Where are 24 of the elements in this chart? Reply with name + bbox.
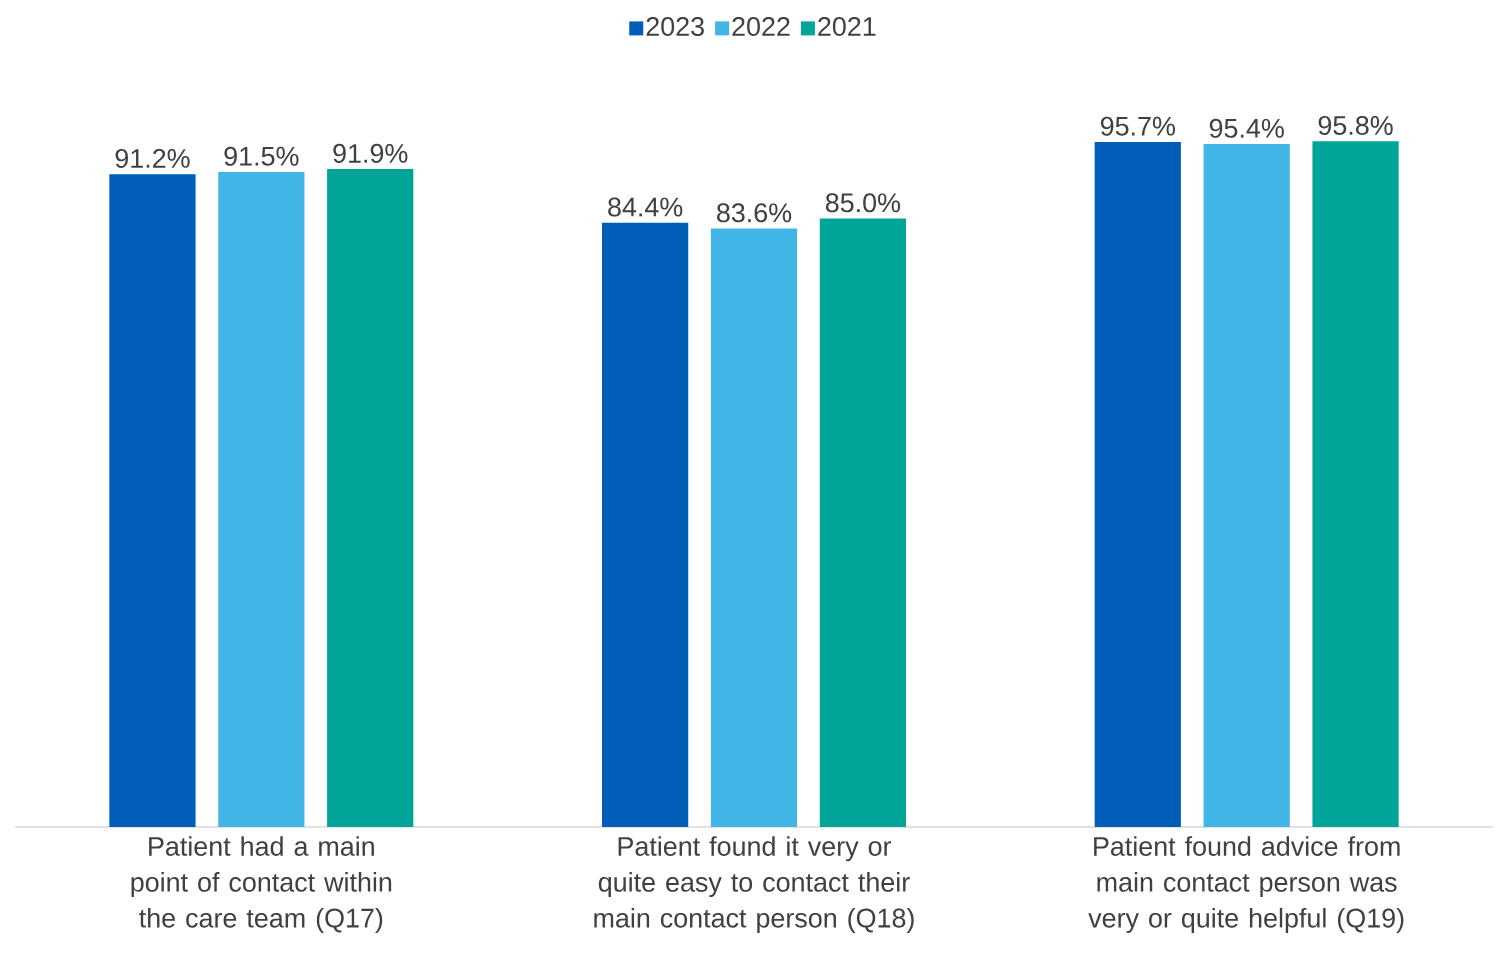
data-label: 91.5% <box>224 146 299 166</box>
bar <box>710 228 798 827</box>
data-label: 84.4% <box>608 197 683 217</box>
x-tick-label: Patient found it very or quite easy to contact their main contact person (Q18) <box>594 836 914 933</box>
data-label: 95.4% <box>1209 118 1284 138</box>
data-label: 91.2% <box>115 148 190 168</box>
x-tick-label: Patient found advice from main contact person was very or quite helpful (Q19) <box>1088 836 1404 933</box>
bar <box>819 218 906 827</box>
legend-label: 2023 <box>646 16 704 37</box>
legend-label: 2022 <box>732 16 790 37</box>
bar <box>1094 141 1181 827</box>
x-tick-label: Patient had a main point of contact within the care team (Q17) <box>131 836 392 933</box>
bar <box>327 169 414 827</box>
data-label: 91.9% <box>333 143 408 163</box>
bar <box>1203 144 1290 827</box>
bar <box>1312 141 1399 827</box>
data-label: 85.0% <box>825 193 901 213</box>
bar <box>602 222 689 827</box>
data-label: 83.6% <box>717 203 792 223</box>
data-label: 95.7% <box>1100 116 1175 136</box>
legend-label: 2021 <box>818 16 876 37</box>
data-label: 95.8% <box>1318 115 1393 135</box>
bar <box>218 171 305 827</box>
bar <box>109 174 196 827</box>
